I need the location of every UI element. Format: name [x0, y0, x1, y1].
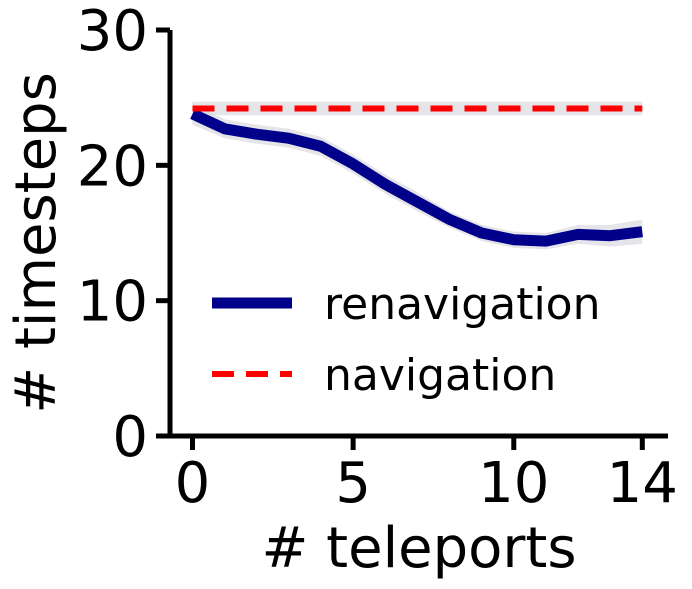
- x-tick-label-14: 14: [607, 451, 678, 516]
- legend-label-renavigation: renavigation: [324, 279, 600, 330]
- y-axis-label: # timesteps: [4, 72, 69, 414]
- y-tick-label-0: 0: [112, 405, 148, 470]
- series-lines: [190, 105, 643, 247]
- x-tick-label-10: 10: [478, 451, 549, 516]
- y-tick-label-10: 10: [77, 270, 148, 335]
- x-tick-label-5: 5: [335, 451, 371, 516]
- band-renavigation: [192, 103, 643, 250]
- y-tick-label-30: 30: [77, 0, 148, 64]
- y-tick-label-20: 20: [77, 134, 148, 199]
- ticks: 0 10 20 30 0 5 10 14: [77, 0, 678, 516]
- confidence-bands: [192, 101, 643, 250]
- series-line-renavigation: [190, 108, 643, 247]
- x-axis-label: # teleports: [261, 516, 576, 581]
- legend: renavigation navigation: [212, 279, 600, 401]
- x-tick-label-0: 0: [175, 451, 211, 516]
- legend-label-navigation: navigation: [324, 350, 556, 401]
- axes: [167, 30, 668, 439]
